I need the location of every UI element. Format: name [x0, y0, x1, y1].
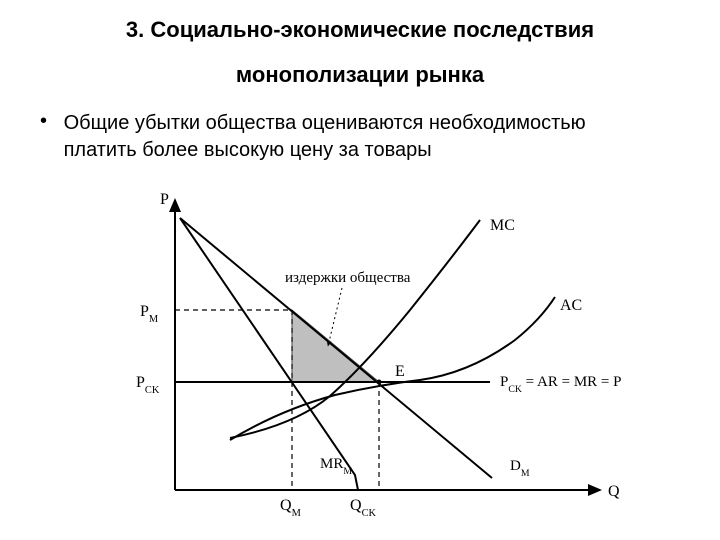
slide-title: 3. Социально-экономические последствия м… [0, 12, 720, 92]
svg-text:AC: AC [560, 297, 582, 314]
svg-text:Q: Q [608, 483, 620, 500]
svg-text:MRM: MRM [320, 456, 352, 477]
economics-chart: P Q PM PCK QM QCK E MC AC MRM DM PCK = AR = MR = P и… [130, 190, 630, 520]
svg-text:PM: PM [140, 303, 158, 325]
title-line-2: монополизации рынка [0, 57, 720, 92]
svg-text:E: E [395, 363, 405, 380]
svg-text:DM: DM [510, 458, 530, 479]
svg-text:PCK = AR = MR = P: PCK = AR = MR = P [500, 374, 621, 395]
svg-text:MC: MC [490, 217, 515, 234]
bullet-marker: • [40, 110, 58, 133]
svg-text:P: P [160, 191, 169, 208]
svg-text:PCK: PCK [136, 374, 160, 396]
svg-text:издержки общества: издержки общества [285, 270, 411, 286]
svg-text:QCK: QCK [350, 497, 376, 519]
slide: 3. Социально-экономические последствия м… [0, 0, 720, 540]
chart-svg: P Q PM PCK QM QCK E MC AC MRM DM PCK = AR = MR = P и… [130, 190, 630, 520]
bullet-row: • Общие убытки общества оцениваются необ… [40, 110, 680, 164]
title-line-1: 3. Социально-экономические последствия [0, 12, 720, 47]
svg-text:QM: QM [280, 497, 301, 519]
bullet-text: Общие убытки общества оцениваются необхо… [64, 110, 664, 164]
